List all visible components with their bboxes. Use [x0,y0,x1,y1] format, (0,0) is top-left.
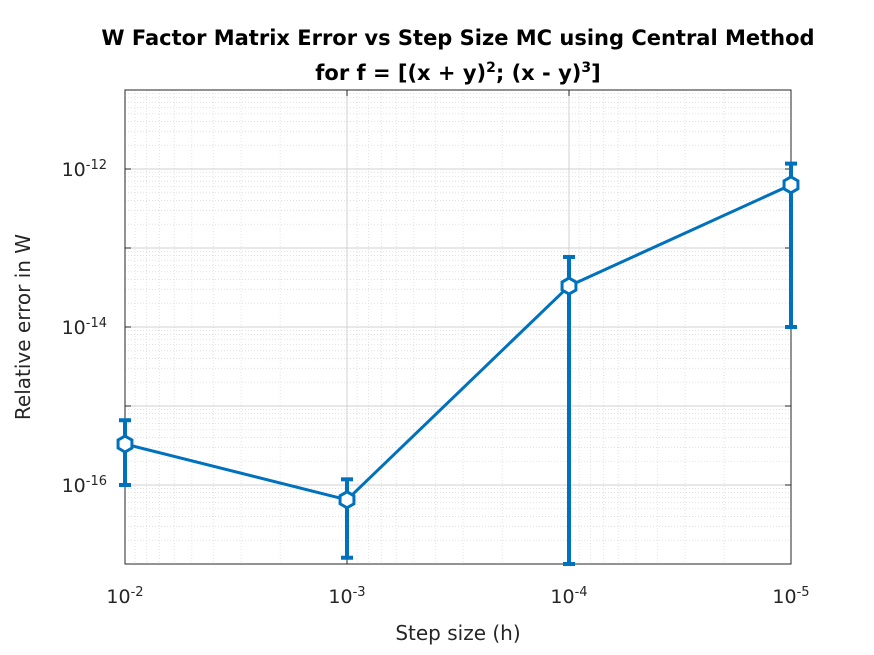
x-tick-label: 10-4 [550,585,587,609]
data-point [116,434,134,454]
x-tick-label: 10-5 [772,585,809,609]
y-axis-label: Relative error in W [11,234,35,420]
y-tick-label: 10-12 [62,158,107,182]
data-point [338,490,356,510]
data-point [782,175,800,195]
data-point [560,276,578,296]
chart-title-line1: W Factor Matrix Error vs Step Size MC us… [101,26,814,50]
tick-labels: 10-2 10-3 10-4 10-5 10-12 10-14 10-16 [62,158,810,609]
data-series [116,161,800,566]
x-tick-label: 10-2 [106,585,143,609]
y-tick-label: 10-16 [62,474,107,498]
x-axis-label: Step size (h) [395,621,520,645]
x-tick-label: 10-3 [328,585,365,609]
chart-title-line2: for f = [(x + y)2; (x - y)3] [315,60,600,85]
y-tick-label: 10-14 [62,316,107,340]
series-line [124,183,792,502]
